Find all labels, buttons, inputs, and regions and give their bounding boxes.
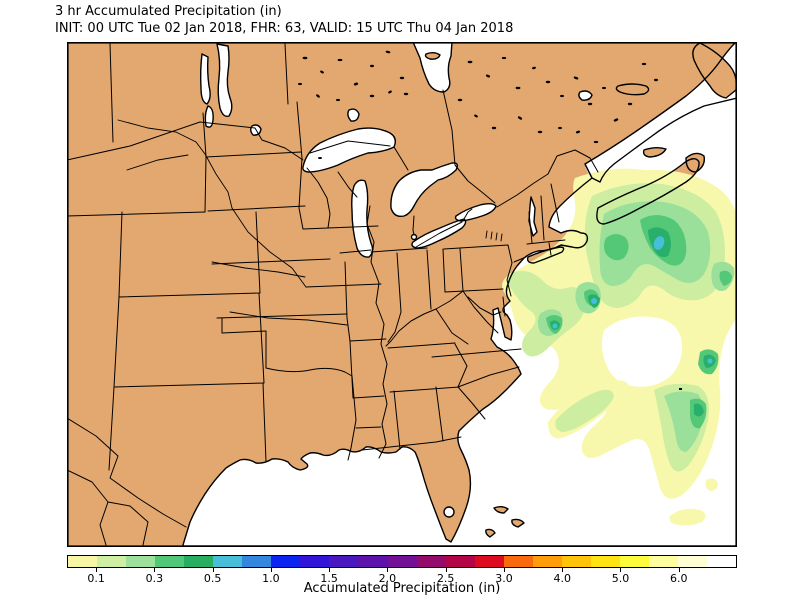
colorbar-segment-13 <box>416 556 446 567</box>
colorbar-tick <box>212 568 214 572</box>
colorbar-tick <box>270 568 272 572</box>
st-lawrence-gulf <box>585 43 737 182</box>
colorbar-tick-label: 1.0 <box>262 572 280 585</box>
colorbar-segment-14 <box>445 556 475 567</box>
akimiski-island <box>425 52 440 60</box>
colorbar-segment-4 <box>155 556 185 567</box>
map-frame <box>67 42 737 547</box>
lake-huron <box>390 162 458 217</box>
colorbar-segment-23 <box>707 556 737 567</box>
lake-st-clair <box>411 234 417 240</box>
colorbar-tick <box>96 568 98 572</box>
colorbar-segment-17 <box>532 556 562 567</box>
colorbar-segment-16 <box>503 556 533 567</box>
colorbar-segment-19 <box>590 556 620 567</box>
river-layer <box>117 119 503 326</box>
anticosti-island <box>616 84 649 95</box>
colorbar-tick-label: 2.0 <box>378 572 397 585</box>
colorbar-tick-label: 0.1 <box>87 572 105 585</box>
lake-nipigon <box>347 109 359 122</box>
colorbar-tick-label: 0.5 <box>203 572 222 585</box>
colorbar-tick-label: 6.0 <box>669 572 688 585</box>
colorbar-tick <box>620 568 622 572</box>
lake-okeechobee <box>444 507 454 517</box>
small-lakes-layer <box>298 50 682 390</box>
colorbar-tick <box>503 568 505 572</box>
prince-edward-island <box>643 147 666 157</box>
colorbar-segment-18 <box>561 556 591 567</box>
colorbar-tick-label: 1.5 <box>320 572 338 585</box>
cape-breton <box>686 153 705 172</box>
lake-winnipegosis <box>200 54 211 104</box>
colorbar-segment-9 <box>300 556 330 567</box>
precip-layer <box>502 168 737 526</box>
precipitation-map <box>67 42 737 547</box>
colorbar-tick-label: 2.5 <box>436 572 455 585</box>
colorbar-tick-label: 5.0 <box>611 572 630 585</box>
colorbar-segment-20 <box>619 556 649 567</box>
colorbar-tick-label: 3.0 <box>495 572 513 585</box>
colorbar-tick <box>329 568 331 572</box>
border-layer <box>67 43 599 546</box>
colorbar-caption: Accumulated Precipitation (in) <box>303 581 501 596</box>
lac-st-jean <box>578 91 592 101</box>
colorbar-segment-10 <box>329 556 359 567</box>
james-bay <box>413 42 452 92</box>
colorbar-segment-15 <box>474 556 504 567</box>
colorbar-segment-7 <box>242 556 272 567</box>
colorbar-gradient <box>67 555 737 568</box>
colorbar-tick <box>445 568 447 572</box>
lake-superior <box>302 128 396 172</box>
colorbar-tick-label: 0.3 <box>145 572 164 585</box>
colorbar-tick <box>387 568 389 572</box>
colorbar-segment-1 <box>68 556 98 567</box>
colorbar-segment-3 <box>126 556 156 567</box>
plot-title: 3 hr Accumulated Precipitation (in) <box>55 4 282 19</box>
colorbar-tick <box>562 568 564 572</box>
colorbar-segment-2 <box>97 556 127 567</box>
lake-manitoba <box>205 106 214 128</box>
plot-subtitle-init-valid: INIT: 00 UTC Tue 02 Jan 2018, FHR: 63, V… <box>55 21 514 36</box>
colorbar-segment-11 <box>358 556 388 567</box>
colorbar-segment-12 <box>387 556 417 567</box>
colorbar-segment-8 <box>271 556 301 567</box>
colorbar-segment-6 <box>213 556 243 567</box>
precip-level-6 <box>552 236 713 364</box>
lake-winnipeg <box>217 44 232 117</box>
newfoundland <box>692 43 737 98</box>
colorbar: 0.1 0.3 0.5 1.0 1.5 2.0 2.5 3.0 4.0 5.0 6.0 <box>67 555 737 595</box>
colorbar-tick <box>154 568 156 572</box>
colorbar-tick-label: 4.0 <box>553 572 571 585</box>
colorbar-segment-5 <box>184 556 214 567</box>
colorbar-segment-22 <box>677 556 708 567</box>
colorbar-segment-21 <box>648 556 678 567</box>
colorbar-tick <box>678 568 680 572</box>
bermuda <box>679 388 682 390</box>
